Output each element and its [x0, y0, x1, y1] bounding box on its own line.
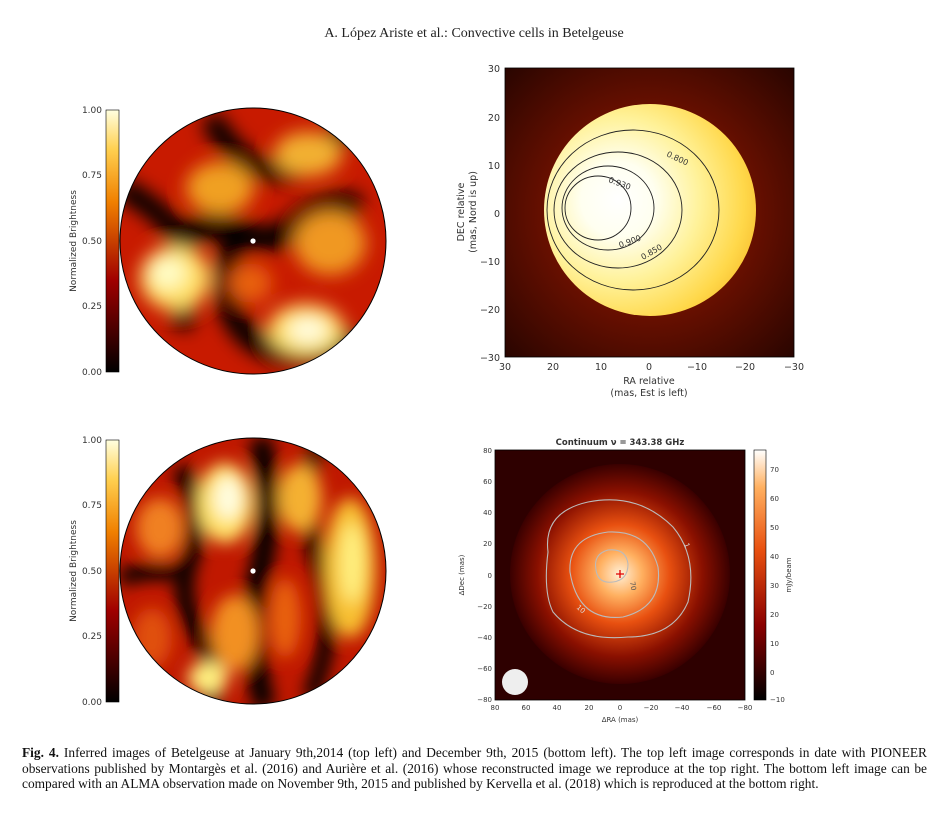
- y-tick: 40: [483, 509, 492, 517]
- y-tick: −60: [477, 665, 492, 673]
- cbar-tick: −10: [770, 696, 785, 704]
- y-tick: −80: [477, 696, 492, 704]
- cbar-tick: 0.25: [82, 632, 102, 642]
- y-tick: 80: [483, 447, 492, 455]
- cbar-tick: 1.00: [82, 106, 102, 116]
- center-marker: [250, 568, 256, 574]
- y-tick: −20: [477, 603, 492, 611]
- cbar-tick: 10: [770, 640, 779, 648]
- x-tick: −80: [738, 704, 753, 712]
- star-disk: [120, 108, 386, 374]
- cbar-tick: 0.25: [82, 302, 102, 312]
- colorbar-label: Normalized Brightness: [69, 190, 79, 292]
- cbar-tick: 0: [770, 669, 774, 677]
- center-marker: [250, 238, 256, 244]
- star-disk: [544, 104, 756, 316]
- cbar-tick: 50: [770, 524, 779, 532]
- x-tick: −10: [687, 362, 707, 373]
- cbar-tick: 1.00: [82, 436, 102, 446]
- y-tick: 20: [483, 540, 492, 548]
- cbar-tick: 20: [770, 611, 779, 619]
- y-axis-label: ΔDec (mas): [458, 554, 466, 595]
- contour-lines: [546, 129, 720, 291]
- caption-label: Fig. 4.: [22, 745, 59, 760]
- x-tick: −40: [675, 704, 690, 712]
- x-tick: 20: [585, 704, 594, 712]
- x-tick: 0: [618, 704, 622, 712]
- cbar-tick: 0.75: [82, 501, 102, 511]
- contour-label: 1: [682, 542, 691, 549]
- alma-title: Continuum ν = 343.38 GHz: [556, 438, 685, 448]
- x-tick: 80: [491, 704, 500, 712]
- x-tick: 30: [499, 362, 511, 373]
- alma-colorbar: [753, 449, 767, 701]
- cbar-tick: 40: [770, 553, 779, 561]
- bottom-left-figure: 1.00 0.75 0.50 0.25 0.00 Normalized Brig…: [69, 436, 387, 708]
- contour-lines: [545, 499, 692, 639]
- top-right-figure: 0.800 0.930 0.900 0.850 30 20 10 0 −10 −…: [456, 64, 804, 399]
- bottom-right-figure: Continuum ν = 343.38 GHz 1 10 70 80 60 4…: [458, 438, 793, 724]
- running-header: A. López Ariste et al.: Convective cells…: [324, 26, 624, 41]
- cbar-tick: 30: [770, 582, 779, 590]
- contour-label: 70: [628, 581, 637, 591]
- y-tick: −20: [480, 305, 500, 316]
- cbar-tick: 0.50: [82, 567, 102, 577]
- x-tick: 0: [646, 362, 652, 373]
- y-tick: 10: [488, 161, 500, 172]
- figure-caption: Fig. 4. Inferred images of Betelgeuse at…: [22, 745, 927, 792]
- colorbar: [105, 109, 120, 373]
- x-tick: −20: [644, 704, 659, 712]
- contour-label: 10: [575, 603, 587, 615]
- x-axis-label: ΔRA (mas): [602, 716, 639, 724]
- caption-text: Inferred images of Betelgeuse at January…: [22, 745, 927, 792]
- cbar-label: mJy/beam: [785, 557, 793, 592]
- y-tick: 30: [488, 64, 500, 75]
- x-tick: −30: [784, 362, 804, 373]
- x-axis-label: (mas, Est is left): [610, 388, 687, 399]
- x-tick: 20: [547, 362, 559, 373]
- colorbar: [105, 439, 120, 703]
- y-axis-label: DEC relative: [456, 182, 467, 241]
- cbar-tick: 70: [770, 466, 779, 474]
- x-tick: 10: [595, 362, 607, 373]
- cbar-tick: 0.00: [82, 368, 102, 378]
- y-tick: 0: [488, 572, 492, 580]
- x-tick: −60: [707, 704, 722, 712]
- colorbar-label: Normalized Brightness: [69, 520, 79, 622]
- y-tick: 0: [494, 209, 500, 220]
- top-left-figure: 1.00 0.75 0.50 0.25 0.00 Normalized Brig…: [69, 106, 387, 378]
- y-tick: −10: [480, 257, 500, 268]
- cbar-tick: 0.50: [82, 237, 102, 247]
- beam-ellipse: [502, 669, 528, 695]
- x-tick: 60: [522, 704, 531, 712]
- cbar-tick: 0.00: [82, 698, 102, 708]
- y-tick: −40: [477, 634, 492, 642]
- x-axis-label: RA relative: [623, 376, 675, 387]
- y-tick: −30: [480, 353, 500, 364]
- y-tick: 60: [483, 478, 492, 486]
- cbar-tick: 0.75: [82, 171, 102, 181]
- cbar-tick: 60: [770, 495, 779, 503]
- y-axis-label: (mas, Nord is up): [468, 171, 479, 253]
- y-tick: 20: [488, 113, 500, 124]
- x-tick: −20: [735, 362, 755, 373]
- x-tick: 40: [553, 704, 562, 712]
